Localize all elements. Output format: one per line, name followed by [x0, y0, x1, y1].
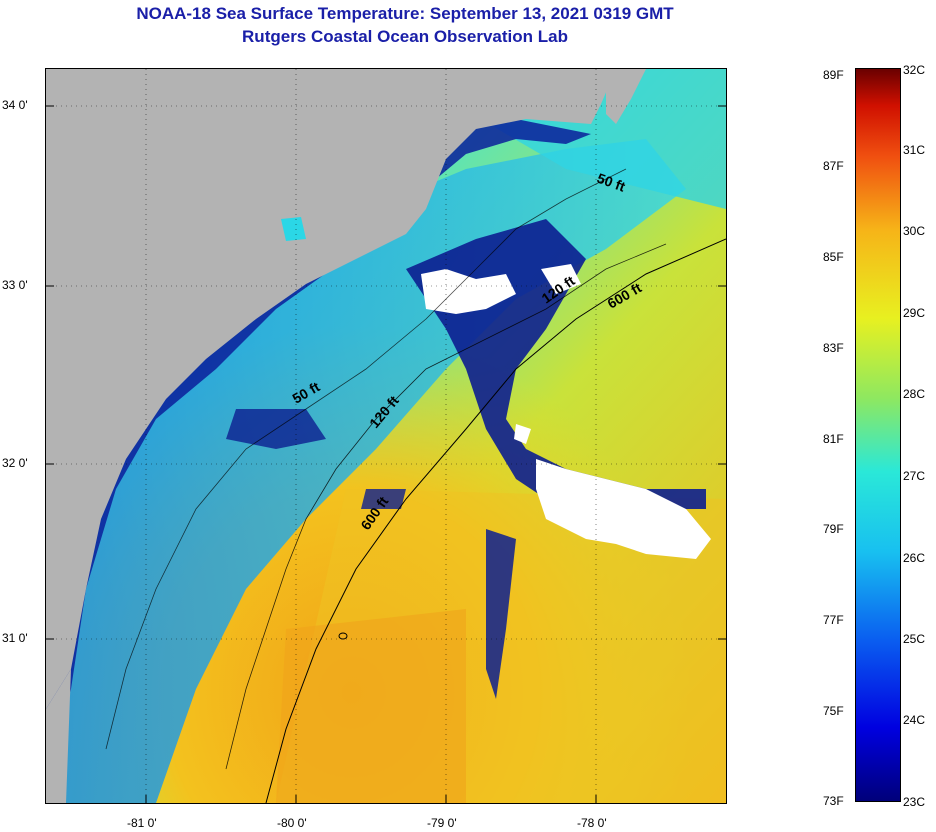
colorbar-c-26: 26C — [903, 551, 926, 565]
cloud-patch — [421, 269, 516, 314]
cloud-patch-large — [536, 459, 711, 559]
colorbar-c-27: 27C — [903, 469, 926, 483]
sst-map: 50 ft 120 ft 600 ft 50 ft 120 ft 600 ft — [45, 68, 727, 804]
lat-label-32: 32 0' — [2, 456, 28, 470]
colorbar-c-31: 31C — [903, 143, 926, 157]
colorbar-c-30: 30C — [903, 224, 926, 238]
colorbar-f-79: 79F — [823, 522, 844, 536]
map-subtitle: Rutgers Coastal Ocean Observation Lab — [242, 27, 568, 46]
colorbar-f-87: 87F — [823, 159, 844, 173]
lat-label-31: 31 0' — [2, 631, 28, 645]
shelf-water — [46, 139, 686, 803]
colorbar-c-29: 29C — [903, 306, 926, 320]
lat-label-33: 33 0' — [2, 278, 28, 292]
colorbar-c-24: 24C — [903, 713, 926, 727]
colorbar-f-73: 73F — [823, 794, 844, 808]
isobath-120ft — [225, 243, 667, 770]
lon-label-81: -81 0' — [127, 816, 157, 830]
temperature-colorbar — [855, 68, 901, 802]
isobath-50ft — [105, 168, 627, 750]
colorbar-f-85: 85F — [823, 250, 844, 264]
lat-label-34: 34 0' — [2, 98, 28, 112]
colorbar-c-25: 25C — [903, 632, 926, 646]
colorbar-f-83: 83F — [823, 341, 844, 355]
colorbar-f-77: 77F — [823, 613, 844, 627]
colorbar-c-23: 23C — [903, 795, 926, 809]
colorbar-f-81: 81F — [823, 432, 844, 446]
land-mass — [46, 69, 616, 709]
colorbar-c-28: 28C — [903, 387, 926, 401]
graticule — [46, 69, 726, 803]
colorbar-f-89: 89F — [823, 68, 844, 82]
colorbar-c-32: 32C — [903, 63, 926, 77]
map-title: NOAA-18 Sea Surface Temperature: Septemb… — [136, 4, 674, 23]
lon-label-80: -80 0' — [277, 816, 307, 830]
lon-label-79: -79 0' — [427, 816, 457, 830]
colorbar-f-75: 75F — [823, 704, 844, 718]
lon-label-78: -78 0' — [577, 816, 607, 830]
